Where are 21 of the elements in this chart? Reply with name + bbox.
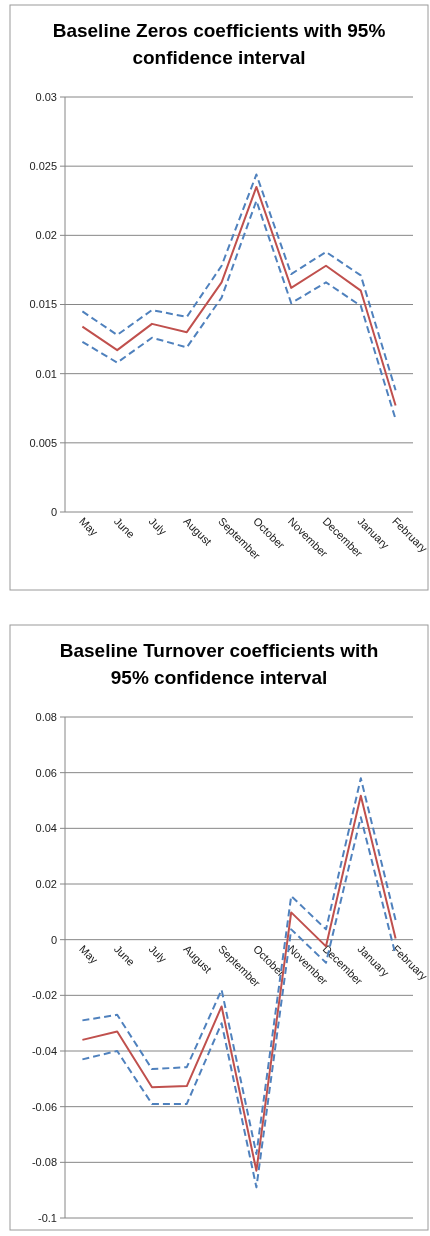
x-tick-label: July [146,942,170,966]
y-tick-label: -0.04 [31,1044,57,1057]
y-tick-label: 0 [50,933,57,946]
chart-title: Baseline Turnover coefficients with 95% confidence interval [59,640,379,688]
y-tick-label: 0.015 [29,298,57,311]
y-tick-label: -0.1 [38,1211,57,1224]
y-tick-label: 0.03 [35,90,57,103]
y-tick-label: 0.02 [35,877,57,890]
chart-title: Baseline Zeros coefficients with 95% confidence interval [52,20,386,68]
x-tick-label: July [146,514,170,538]
y-tick-label: 0.025 [29,160,57,173]
y-tick-label: 0.005 [29,436,57,449]
y-tick-label: -0.08 [31,1156,57,1169]
y-tick-label: 0.01 [35,367,57,380]
y-tick-label: -0.06 [31,1100,57,1113]
y-tick-label: 0.06 [35,766,57,779]
y-tick-label: 0 [50,505,57,518]
y-tick-label: 0.02 [35,229,57,242]
y-tick-label: 0.04 [35,822,57,835]
y-tick-label: 0.08 [35,710,57,723]
y-tick-label: -0.02 [31,989,57,1002]
